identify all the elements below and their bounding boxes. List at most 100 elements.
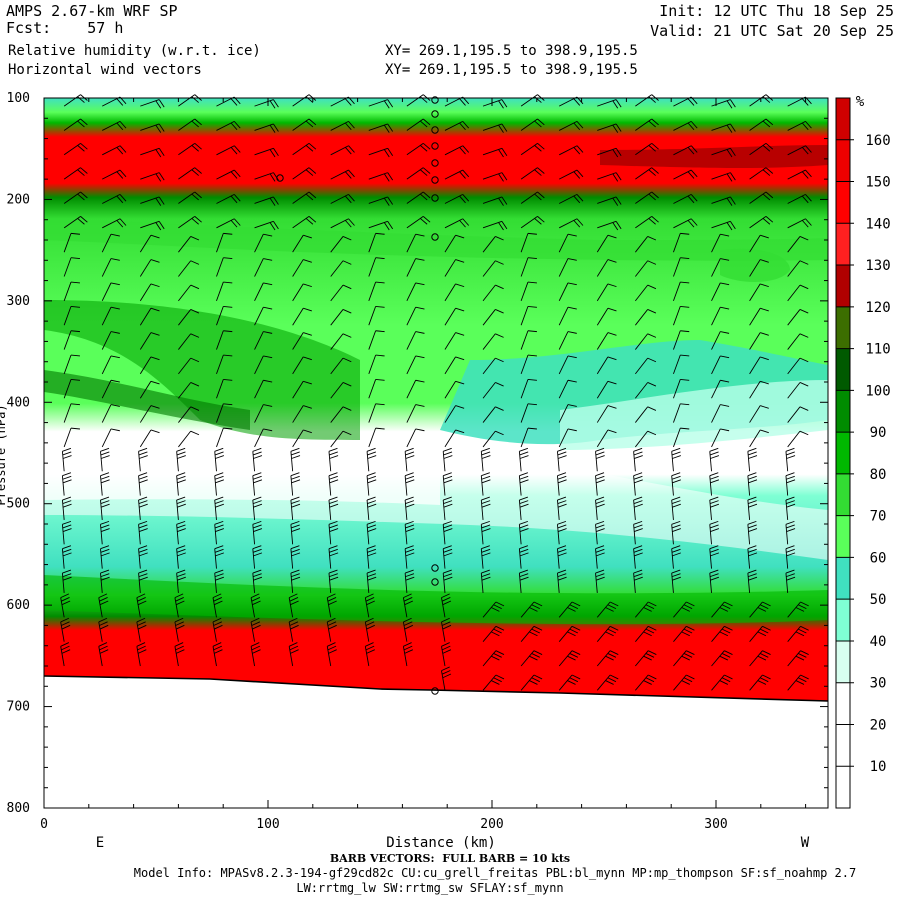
wind-barb bbox=[404, 520, 415, 545]
wind-barb bbox=[178, 142, 202, 156]
model-info: Model Info: MPASv8.2.3-194-gf29cd82c CU:… bbox=[133, 866, 857, 880]
valid-time: Valid: 21 UTC Sat 20 Sep 25 bbox=[650, 22, 894, 40]
wind-barb bbox=[749, 429, 769, 448]
calm-marker bbox=[431, 233, 439, 241]
wind-barb bbox=[444, 405, 465, 423]
wind-barb bbox=[520, 281, 537, 302]
wind-barb bbox=[787, 357, 809, 375]
wind-barb bbox=[673, 194, 698, 204]
wind-barb bbox=[178, 357, 200, 375]
wind-barb bbox=[216, 378, 233, 399]
wind-barb bbox=[139, 332, 160, 350]
wind-barb bbox=[747, 569, 758, 594]
wind-barb bbox=[711, 404, 730, 423]
calm-marker bbox=[431, 96, 439, 104]
wind-barb bbox=[252, 496, 263, 520]
wind-barb bbox=[368, 305, 385, 326]
y-tick-label: 100 bbox=[7, 91, 30, 106]
wind-barb bbox=[292, 307, 312, 326]
wind-barb bbox=[216, 218, 241, 229]
wind-barb bbox=[254, 233, 273, 253]
wind-barb bbox=[176, 545, 186, 569]
wind-barb bbox=[328, 447, 339, 472]
wind-barb bbox=[252, 520, 263, 545]
wind-barb bbox=[520, 378, 537, 399]
wind-barb bbox=[254, 404, 273, 423]
wind-barb bbox=[749, 283, 769, 302]
wind-barb bbox=[520, 625, 543, 642]
wind-barb bbox=[406, 331, 425, 350]
colorbar-label: 50 bbox=[870, 592, 887, 608]
wind-barb bbox=[404, 496, 415, 520]
wind-barb bbox=[518, 447, 529, 472]
wind-barb bbox=[673, 427, 690, 448]
x-tick-label: 100 bbox=[256, 817, 279, 832]
wind-barb bbox=[442, 520, 453, 545]
colorbar-label: 30 bbox=[870, 676, 887, 692]
wind-barb bbox=[785, 472, 796, 496]
wind-barb bbox=[101, 355, 120, 375]
wind-barb bbox=[102, 194, 127, 204]
y-tick-label: 200 bbox=[7, 192, 30, 207]
wind-barb bbox=[673, 403, 690, 423]
wind-barb bbox=[520, 403, 537, 423]
wind-barb bbox=[635, 260, 657, 277]
wind-barb bbox=[482, 333, 504, 350]
wind-barb bbox=[214, 545, 225, 569]
wind-barb bbox=[787, 309, 809, 326]
wind-barb bbox=[749, 142, 774, 156]
wind-barb bbox=[101, 404, 120, 423]
wind-barb bbox=[330, 235, 352, 253]
wind-barb bbox=[711, 123, 736, 133]
wind-barb bbox=[482, 147, 508, 158]
wind-barb bbox=[520, 674, 543, 691]
wind-barb bbox=[139, 380, 160, 399]
wind-barb bbox=[597, 123, 622, 133]
wind-barb bbox=[216, 427, 233, 448]
wind-barb bbox=[711, 233, 730, 253]
wind-barb bbox=[138, 472, 148, 496]
wind-barb bbox=[216, 145, 241, 156]
wind-barb bbox=[671, 545, 681, 569]
wind-barb bbox=[368, 232, 385, 253]
wind-barb bbox=[671, 447, 681, 472]
wind-barb bbox=[596, 650, 619, 667]
colorbar-swatch bbox=[836, 181, 850, 224]
wind-barb bbox=[61, 472, 72, 496]
y-tick-label: 400 bbox=[7, 395, 30, 410]
wind-barb bbox=[330, 284, 352, 302]
wind-barb bbox=[635, 309, 657, 326]
colorbar-swatch bbox=[836, 223, 850, 266]
colorbar-label: 150 bbox=[865, 175, 890, 191]
rh-moist-blob-left bbox=[44, 300, 360, 440]
wind-barb bbox=[406, 404, 425, 423]
wind-barb bbox=[673, 232, 690, 253]
wind-barb bbox=[596, 405, 617, 423]
wind-barb bbox=[747, 496, 758, 520]
wind-barb bbox=[747, 447, 758, 472]
wind-barb bbox=[749, 405, 769, 423]
wind-barb bbox=[596, 601, 619, 618]
wind-barb bbox=[290, 569, 301, 594]
wind-barb bbox=[100, 447, 110, 472]
wind-barb bbox=[292, 215, 317, 229]
wind-barb bbox=[330, 382, 352, 399]
colorbar-unit: % bbox=[856, 94, 865, 110]
wind-barb bbox=[749, 191, 774, 204]
wind-barb bbox=[63, 118, 88, 131]
rh-lower-green bbox=[44, 575, 828, 625]
wind-barb bbox=[482, 260, 504, 277]
wind-barb bbox=[673, 169, 698, 180]
wind-barb bbox=[597, 99, 622, 109]
wind-barb bbox=[139, 234, 160, 253]
wind-barb bbox=[673, 625, 695, 642]
wind-barb bbox=[749, 356, 769, 375]
colorbar-label: 90 bbox=[870, 425, 887, 441]
circle-markers bbox=[276, 96, 439, 695]
wind-barb bbox=[442, 545, 453, 569]
wind-barb bbox=[671, 520, 681, 545]
wind-barb bbox=[709, 447, 720, 472]
wind-barb bbox=[482, 284, 504, 302]
wind-barb bbox=[366, 520, 377, 545]
wind-barb bbox=[520, 354, 537, 375]
